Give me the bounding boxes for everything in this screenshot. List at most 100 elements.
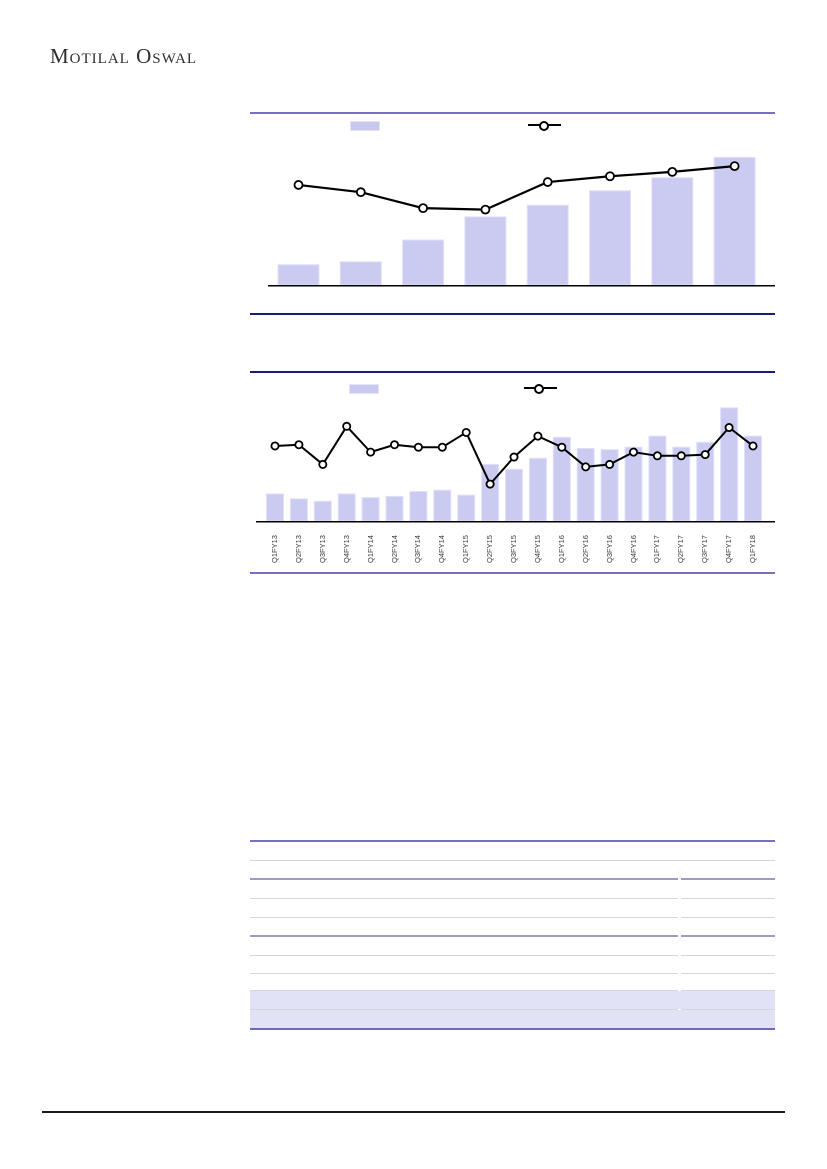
bar	[464, 216, 507, 286]
line-marker	[485, 479, 495, 489]
table-shaded-row	[250, 1010, 775, 1028]
table-rule	[250, 860, 775, 861]
bar	[526, 204, 569, 286]
brand-logo: Motilal Oswal	[50, 44, 198, 68]
exhibit2-legend-bar-swatch-icon	[349, 384, 379, 394]
x-axis-tick-label: Q4FY14	[437, 535, 447, 563]
line-marker	[413, 442, 423, 452]
bar	[457, 494, 476, 522]
x-axis-tick-label: Q4FY17	[724, 535, 734, 563]
bar	[624, 446, 643, 522]
x-axis-tick-label: Q3FY17	[700, 535, 710, 563]
exhibit1-bottom-border	[250, 313, 775, 315]
bar	[589, 190, 631, 286]
line-series	[298, 165, 735, 211]
bar	[648, 435, 667, 522]
x-axis-tick-label: Q3FY13	[317, 535, 327, 563]
bar	[337, 493, 356, 522]
bar	[289, 498, 308, 522]
exhibit1-combo-chart	[268, 156, 775, 287]
bar	[313, 500, 332, 522]
table-bottom-rule	[250, 1028, 775, 1030]
x-axis-tick-label: Q3FY14	[413, 535, 423, 563]
bar	[402, 239, 445, 286]
bar	[339, 261, 382, 286]
line-marker	[533, 431, 543, 441]
table-rule	[681, 917, 775, 918]
exhibit2-combo-chart	[256, 407, 775, 523]
exhibit1-legend-bar-swatch-icon	[350, 121, 380, 131]
bar	[409, 490, 428, 522]
exhibit2-bottom-border	[250, 572, 775, 574]
x-axis-tick-label: Q2FY13	[293, 535, 303, 563]
line-marker	[652, 451, 662, 461]
bar	[713, 156, 756, 286]
bar	[505, 468, 523, 522]
table-rule	[250, 898, 678, 899]
x-axis-tick-label: Q1FY17	[652, 535, 662, 563]
exhibit1-legend-marker-icon	[539, 120, 549, 131]
x-axis-tick-label: Q1FY18	[748, 535, 757, 563]
x-axis-tick-label: Q3FY16	[604, 535, 614, 563]
table-rule	[250, 917, 678, 918]
exhibit1-title-underline	[250, 112, 775, 114]
x-axis-tick-label: Q1FY14	[365, 535, 375, 563]
table-rule	[250, 955, 678, 956]
line-marker	[667, 167, 678, 177]
line-marker	[366, 447, 376, 457]
x-axis-tick-label: Q3FY15	[509, 535, 518, 563]
table-rule	[250, 1009, 678, 1010]
line-marker	[355, 187, 366, 198]
line-marker	[461, 427, 471, 437]
x-axis-tick-label: Q1FY15	[461, 535, 471, 563]
table-rule	[681, 973, 775, 974]
line-marker	[480, 204, 491, 215]
line-marker	[542, 177, 553, 187]
table-top-rule	[250, 840, 775, 842]
line-marker	[605, 459, 615, 469]
line-marker	[605, 171, 615, 182]
table-shaded-row	[250, 991, 775, 1009]
line-marker	[437, 442, 447, 452]
bar	[385, 495, 404, 522]
line-marker	[676, 451, 686, 461]
footer-divider	[42, 1111, 785, 1113]
line-marker	[293, 180, 304, 190]
x-axis-tick-label: Q4FY15	[532, 535, 542, 563]
line-marker	[509, 452, 519, 462]
bar	[266, 493, 284, 522]
x-axis-tick-label: Q2FY16	[580, 535, 590, 563]
line-marker	[294, 440, 304, 450]
line-marker	[270, 441, 280, 451]
line-marker	[418, 203, 429, 214]
table-rule	[250, 990, 678, 991]
exhibit2-top-border	[250, 371, 775, 373]
exhibit2-x-axis-labels: Q1FY13 Q2FY13 Q3FY13 Q4FY13 Q1FY14 Q2FY14 Q3FY…	[250, 522, 775, 572]
line-marker	[724, 423, 734, 433]
bar	[361, 497, 380, 522]
line-marker	[557, 442, 567, 452]
x-axis-tick-label: Q1FY13	[270, 535, 279, 563]
table-section-rule	[681, 935, 775, 937]
bar	[433, 489, 452, 522]
table-rule	[681, 990, 775, 991]
line-marker	[389, 440, 399, 450]
table-header-rule	[250, 878, 678, 880]
bar	[576, 447, 595, 522]
table-rule	[250, 973, 678, 974]
x-axis-tick-label: Q1FY16	[556, 535, 566, 563]
x-axis-tick-label: Q4FY16	[628, 535, 638, 563]
table-rule	[681, 898, 775, 899]
line-marker	[729, 161, 740, 172]
bar	[277, 264, 320, 286]
table-rule	[681, 1009, 775, 1010]
x-axis-tick-label: Q2FY15	[485, 535, 495, 563]
line-marker	[342, 421, 352, 431]
table-section-rule	[250, 935, 678, 937]
x-axis-tick-label: Q2FY17	[676, 535, 686, 563]
x-axis-tick-label: Q2FY14	[389, 535, 399, 563]
line-marker	[628, 447, 638, 457]
exhibit2-legend-marker-icon	[534, 383, 544, 394]
table-header-rule	[681, 878, 775, 880]
bar	[651, 177, 694, 286]
